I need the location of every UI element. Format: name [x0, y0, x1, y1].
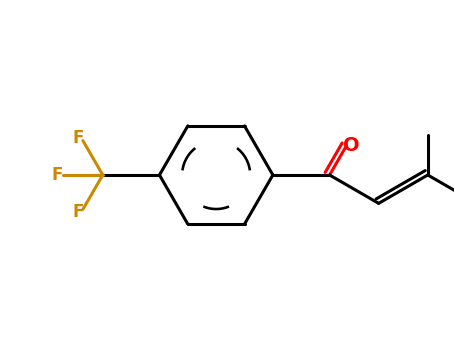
Text: F: F: [73, 203, 84, 221]
Text: O: O: [343, 136, 359, 155]
Text: F: F: [73, 129, 84, 147]
Text: F: F: [52, 166, 63, 184]
